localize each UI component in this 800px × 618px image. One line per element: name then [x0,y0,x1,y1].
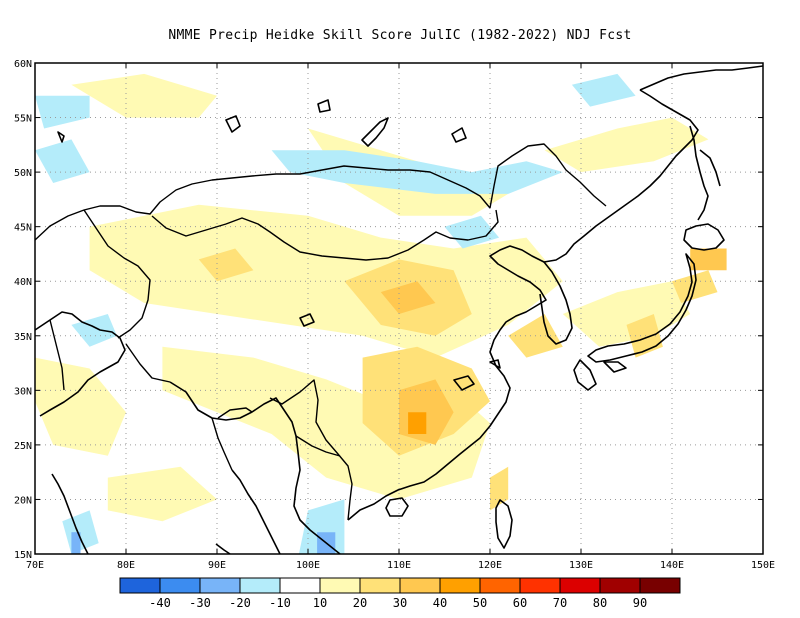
lon-tick-label: 100E [296,560,320,571]
skill-region [571,73,636,107]
colorbar-label: 40 [433,596,447,610]
map-title: NMME Precip Heidke Skill Score JulIC (19… [168,28,632,43]
colorbar-swatch [439,577,481,594]
skill-region [444,215,500,249]
skill-region [71,532,81,554]
skill-region [198,248,254,282]
colorbar-label: 60 [513,596,527,610]
skill-region [107,466,217,522]
latitude-tick-labels: 15N 20N 25N 30N 35N 40N 45N 50N 55N 60N [14,59,32,561]
skill-region [562,281,691,347]
colorbar-swatch [239,577,281,594]
lon-tick-label: 70E [26,560,44,571]
lon-tick-label: 90E [208,560,226,571]
colorbar-label: 50 [473,596,487,610]
colorbar-swatch [319,577,361,594]
colorbar-swatch [359,577,401,594]
skill-region [544,117,709,173]
colorbar-label: -20 [229,596,251,610]
lat-tick-label: 55N [14,114,32,125]
lat-tick-label: 25N [14,441,32,452]
colorbar-swatch [599,577,641,594]
lon-tick-label: 140E [660,560,684,571]
longitude-tick-labels: 70E 80E 90E 100E 110E 120E 130E 140E 150E [26,560,775,571]
colorbar-swatch [119,577,161,594]
colorbar-legend: -40 -30 -20 -10 10 20 30 40 50 60 70 80 90 [119,577,681,610]
colorbar-label: 90 [633,596,647,610]
lon-tick-label: 130E [569,560,593,571]
colorbar-swatch [519,577,561,594]
colorbar-swatch [559,577,601,594]
colorbar-swatch [639,577,681,594]
skill-region [690,248,727,271]
country-borders [34,143,607,521]
lat-tick-label: 50N [14,168,32,179]
colorbar-label: 10 [313,596,327,610]
coastlines [34,65,764,555]
lon-tick-label: 120E [478,560,502,571]
colorbar-swatch [279,577,321,594]
lat-tick-label: 30N [14,386,32,397]
lat-tick-label: 20N [14,495,32,506]
colorbar-label: 20 [353,596,367,610]
skill-region [408,412,427,434]
axis-tick-marks [34,62,764,555]
lat-tick-label: 35N [14,332,32,343]
lon-tick-label: 150E [751,560,775,571]
colorbar-swatch [199,577,241,594]
colorbar-swatch [159,577,201,594]
colorbar-label: -30 [189,596,211,610]
skill-score-field [35,73,727,554]
lon-tick-label: 110E [387,560,411,571]
skill-region [490,466,509,511]
skill-region [35,95,90,129]
colorbar-swatch [479,577,521,594]
map-area: 70E 80E 90E 100E 110E 120E 130E 140E 150E 15N 20N… [14,59,775,571]
colorbar-label: -10 [269,596,291,610]
skill-region [380,281,436,314]
lat-tick-label: 60N [14,59,32,70]
colorbar-label: 80 [593,596,607,610]
colorbar-label: -40 [149,596,171,610]
lat-tick-label: 45N [14,223,32,234]
skill-region [35,357,126,456]
map-gridlines [35,63,763,554]
colorbar-label: 30 [393,596,407,610]
lon-tick-label: 80E [117,560,135,571]
lat-tick-label: 40N [14,277,32,288]
lat-tick-label: 15N [14,550,32,561]
colorbar-label: 70 [553,596,567,610]
skill-region [71,73,218,118]
colorbar-swatch [399,577,441,594]
skill-region [162,346,490,500]
